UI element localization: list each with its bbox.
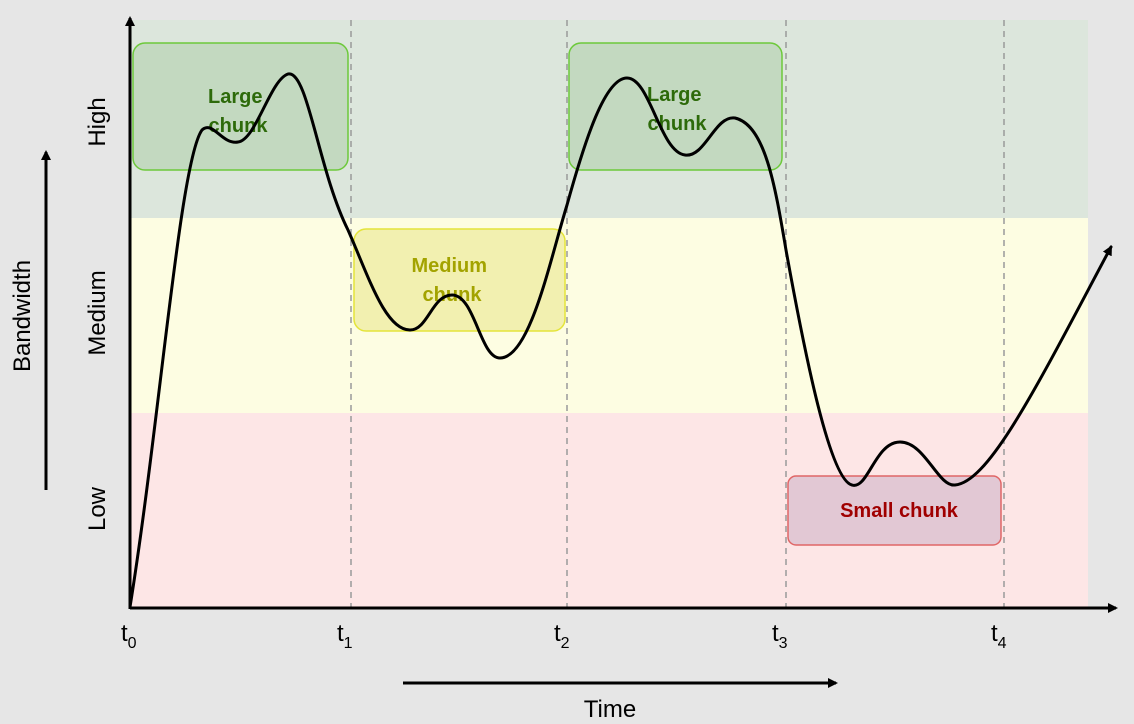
tick-t4-base: t xyxy=(991,620,998,647)
tick-t0-base: t xyxy=(121,620,128,647)
medium-band-label: Medium xyxy=(84,270,111,355)
low-band-label: Low xyxy=(84,486,111,531)
tick-label-t1: t1 xyxy=(337,620,353,652)
tick-label-t2: t2 xyxy=(554,620,570,652)
tick-t4-sub: 4 xyxy=(998,635,1007,652)
tick-t2-base: t xyxy=(554,620,561,647)
tick-label-t3: t3 xyxy=(772,620,788,652)
large-chunk-box-2 xyxy=(568,42,783,171)
tick-t1-base: t xyxy=(337,620,344,647)
tick-t2-sub: 2 xyxy=(561,635,570,652)
large-chunk-label-2-line1: Large xyxy=(647,84,701,106)
tick-t3-sub: 3 xyxy=(779,635,788,652)
tick-t1-sub: 1 xyxy=(344,635,353,652)
tick-label-t0: t0 xyxy=(121,620,137,652)
high-band-label: High xyxy=(84,97,111,146)
large-chunk-label-1-line1: Large xyxy=(208,86,262,108)
tick-t0-sub: 0 xyxy=(128,635,137,652)
medium-chunk-label-line1: Medium xyxy=(411,255,487,277)
medium-chunk-box xyxy=(353,228,566,332)
tick-label-t4: t4 xyxy=(991,620,1007,652)
small-chunk-label: Small chunk xyxy=(840,500,959,522)
time-axis-title: Time xyxy=(584,696,636,723)
large-chunk-label-1: Large chunk xyxy=(208,86,268,137)
medium-band xyxy=(130,218,1088,413)
bandwidth-curve xyxy=(128,72,1113,609)
bandwidth-axis-title: Bandwidth xyxy=(9,260,36,372)
small-chunk-box xyxy=(787,475,1002,546)
large-chunk-label-1-line2: chunk xyxy=(209,115,269,137)
tick-t3-base: t xyxy=(772,620,779,647)
